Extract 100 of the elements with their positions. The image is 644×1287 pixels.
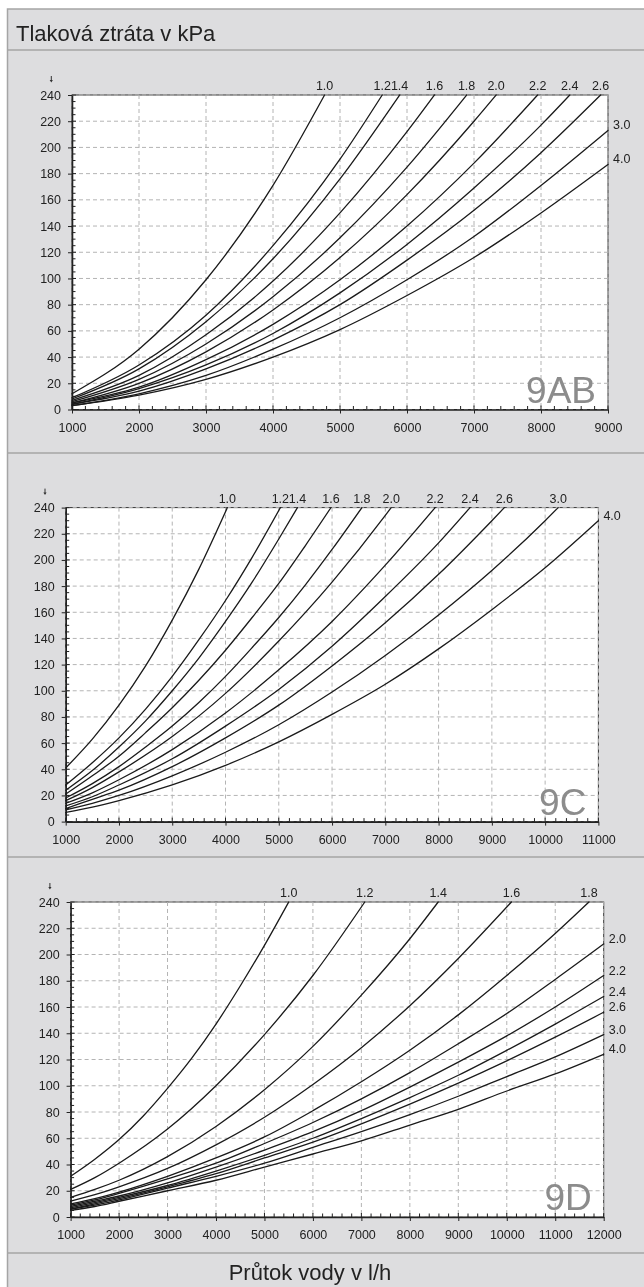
y-tick-label: 120: [40, 245, 62, 260]
series-label: 1.4: [390, 79, 409, 93]
series-label: 1.0: [218, 491, 237, 506]
y-tick-label: 100: [38, 1079, 60, 1094]
series-label: 1.8: [353, 491, 371, 506]
x-tick-label: 6000: [393, 420, 422, 435]
series-label: 2.2: [528, 79, 547, 93]
x-tick-label: 5000: [265, 832, 294, 847]
series-label: 2.2: [426, 491, 444, 506]
y-tick-label: 100: [40, 271, 62, 286]
x-axis-title: Průtok vody v l/h: [228, 1260, 392, 1285]
y-axis-title: Tlaková ztráta v kPa: [16, 21, 217, 46]
x-tick-label: 7000: [460, 420, 489, 435]
y-tick-label: 180: [40, 167, 62, 182]
series-label: 1.0: [315, 79, 334, 93]
y-tick-label: 20: [40, 788, 55, 803]
x-tick-label: 8000: [527, 420, 556, 435]
x-tick-label: 8000: [425, 832, 454, 847]
x-tick-label: 10000: [528, 832, 564, 847]
x-tick-label: 3000: [154, 1228, 182, 1243]
series-label: 1.4: [429, 886, 447, 900]
series-label: 1.2: [271, 491, 290, 506]
series-label: 4.0: [613, 152, 631, 167]
y-tick-label: 200: [33, 553, 55, 568]
y-tick-label: 180: [33, 579, 55, 594]
series-label: 3.0: [608, 1022, 627, 1037]
x-tick-label: 4000: [259, 420, 288, 435]
y-tick-label: 240: [40, 88, 62, 103]
series-label: 1.2: [373, 79, 391, 93]
series-label: 1.4: [288, 491, 307, 506]
y-tick-label: 20: [47, 376, 62, 391]
y-tick-label: 220: [33, 527, 55, 542]
y-tick-label: 140: [33, 631, 55, 646]
x-tick-label: 7000: [371, 832, 400, 847]
series-label: 2.6: [608, 1000, 627, 1015]
y-tick-label: 40: [40, 762, 55, 777]
y-tick-label: 160: [40, 193, 62, 208]
y-tick-label: 60: [40, 736, 55, 751]
y-tick-label: 0: [54, 403, 62, 417]
x-tick-label: 9000: [594, 420, 623, 435]
series-label: 1.6: [502, 886, 521, 900]
text: 9C: [539, 781, 587, 823]
x-tick-label: 2000: [105, 1228, 134, 1243]
y-tick-label: 240: [33, 501, 55, 516]
x-tick-label: 9000: [444, 1228, 473, 1243]
x-tick-label: 10000: [489, 1228, 525, 1243]
x-tick-label: 6000: [299, 1228, 328, 1243]
x-tick-label: 4000: [212, 832, 240, 847]
y-tick-label: 0: [47, 815, 55, 830]
series-label: 2.2: [608, 963, 627, 978]
series-label: 1.6: [322, 491, 340, 506]
y-tick-label: 80: [45, 1105, 60, 1120]
y-tick-label: 160: [33, 605, 55, 620]
x-tick-label: 9000: [478, 832, 507, 847]
x-tick-label: 2000: [125, 420, 154, 435]
x-tick-label: 12000: [586, 1228, 622, 1243]
series-label: 1.2: [356, 886, 374, 900]
series-label: 1.6: [425, 79, 444, 93]
series-label: 2.0: [382, 491, 400, 506]
x-tick-label: 7000: [347, 1228, 376, 1243]
y-tick-label: 60: [45, 1131, 60, 1146]
y-tick-label: 240: [38, 895, 60, 910]
y-tick-label: 0: [52, 1210, 60, 1225]
x-tick-label: 6000: [318, 832, 347, 847]
y-tick-label: 100: [33, 684, 55, 699]
text: 9D: [544, 1177, 592, 1218]
series-label: 4.0: [603, 508, 621, 523]
x-tick-label: 8000: [396, 1228, 425, 1243]
text: 9AB: [526, 369, 596, 411]
y-tick-label: 140: [38, 1026, 60, 1041]
y-tick-label: 200: [38, 948, 60, 962]
series-label: 2.4: [461, 491, 479, 506]
x-tick-label: 5000: [251, 1228, 279, 1243]
series-label: 3.0: [613, 118, 631, 133]
series-label: 1.8: [457, 79, 476, 93]
y-tick-label: 40: [45, 1158, 60, 1172]
y-tick-label: 80: [40, 710, 55, 725]
series-label: 2.6: [591, 79, 610, 93]
series-label: 1.8: [580, 886, 598, 900]
y-tick-label: 200: [40, 140, 62, 155]
series-label: 2.4: [608, 984, 627, 999]
x-tick-label: 1000: [57, 1228, 86, 1243]
x-tick-label: 3000: [158, 832, 187, 847]
y-tick-label: 120: [33, 658, 55, 673]
series-label: 2.0: [487, 79, 505, 93]
x-tick-label: 1000: [58, 420, 87, 435]
y-tick-label: 220: [38, 921, 60, 936]
x-tick-label: 3000: [192, 420, 221, 435]
series-label: 2.6: [495, 491, 514, 506]
x-tick-label: 11000: [538, 1228, 573, 1243]
x-tick-label: 2000: [105, 832, 134, 847]
x-tick-label: 1000: [52, 832, 81, 847]
x-tick-label: 4000: [202, 1228, 231, 1243]
y-tick-label: 80: [47, 298, 62, 313]
series-label: 2.0: [608, 932, 627, 946]
y-tick-label: 160: [38, 1000, 60, 1015]
y-tick-label: 40: [47, 350, 62, 365]
y-tick-label: 180: [38, 974, 60, 989]
y-tick-label: 60: [47, 324, 62, 339]
y-tick-label: 20: [45, 1184, 60, 1199]
